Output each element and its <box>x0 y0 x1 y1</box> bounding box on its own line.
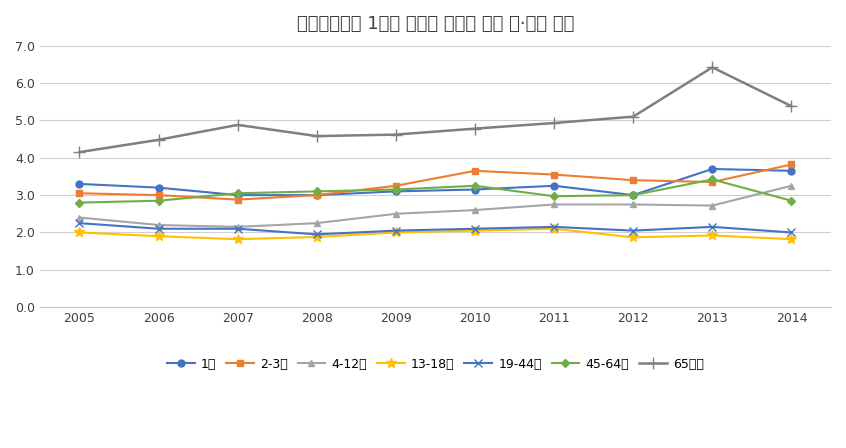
Line: 1세: 1세 <box>76 165 795 198</box>
19-44세 <box>549 224 559 229</box>
45-64세 <box>153 198 163 203</box>
19-44세 <box>628 228 638 233</box>
1세 <box>233 193 243 198</box>
2-3세 <box>233 197 243 202</box>
19-44세 <box>233 226 243 232</box>
13-18세 <box>628 235 638 240</box>
1세 <box>707 166 717 172</box>
13-18세 <box>74 230 85 235</box>
1세 <box>311 193 321 198</box>
45-64세 <box>74 200 85 205</box>
45-64세 <box>787 198 797 203</box>
2-3세 <box>153 193 163 198</box>
4-12세 <box>549 202 559 207</box>
13-18세 <box>153 233 163 239</box>
4-12세 <box>153 222 163 228</box>
4-12세 <box>470 207 480 213</box>
13-18세 <box>787 237 797 242</box>
19-44세 <box>787 230 797 235</box>
Line: 65이상: 65이상 <box>74 62 797 158</box>
1세 <box>153 185 163 190</box>
45-64세 <box>233 190 243 196</box>
Line: 45-64세: 45-64세 <box>77 177 794 205</box>
65이상 <box>707 65 717 70</box>
65이상 <box>74 150 85 155</box>
45-64세 <box>707 177 717 182</box>
Line: 19-44세: 19-44세 <box>75 219 795 238</box>
13-18세 <box>707 233 717 238</box>
65이상 <box>787 103 797 109</box>
65이상 <box>549 121 559 126</box>
Title: 폐렴구균폐렴 1인당 연도별 연령별 평균 입·내원 일수: 폐렴구균폐렴 1인당 연도별 연령별 평균 입·내원 일수 <box>297 15 574 33</box>
45-64세 <box>470 183 480 189</box>
2-3세 <box>787 162 797 167</box>
2-3세 <box>549 172 559 177</box>
1세 <box>628 193 638 198</box>
1세 <box>549 183 559 189</box>
19-44세 <box>391 228 401 233</box>
65이상 <box>391 132 401 137</box>
2-3세 <box>391 183 401 189</box>
65이상 <box>470 126 480 131</box>
13-18세 <box>470 228 480 233</box>
45-64세 <box>628 193 638 198</box>
4-12세 <box>628 202 638 207</box>
13-18세 <box>233 237 243 242</box>
45-64세 <box>391 187 401 192</box>
45-64세 <box>311 189 321 194</box>
65이상 <box>311 134 321 139</box>
4-12세 <box>74 215 85 220</box>
19-44세 <box>470 226 480 232</box>
Line: 2-3세: 2-3세 <box>76 161 795 203</box>
Line: 13-18세: 13-18세 <box>74 224 796 244</box>
4-12세 <box>391 211 401 216</box>
1세 <box>470 187 480 192</box>
1세 <box>74 181 85 187</box>
1세 <box>391 189 401 194</box>
2-3세 <box>707 179 717 185</box>
2-3세 <box>74 190 85 196</box>
65이상 <box>233 122 243 128</box>
13-18세 <box>311 234 321 240</box>
4-12세 <box>311 220 321 226</box>
2-3세 <box>311 193 321 198</box>
Line: 4-12세: 4-12세 <box>76 182 795 230</box>
19-44세 <box>153 226 163 232</box>
2-3세 <box>470 168 480 173</box>
Legend: 1세, 2-3세, 4-12세, 13-18세, 19-44세, 45-64세, 65이상: 1세, 2-3세, 4-12세, 13-18세, 19-44세, 45-64세,… <box>162 353 709 376</box>
65이상 <box>153 137 163 142</box>
19-44세 <box>311 232 321 237</box>
4-12세 <box>233 224 243 229</box>
45-64세 <box>549 194 559 199</box>
4-12세 <box>787 183 797 189</box>
13-18세 <box>391 230 401 235</box>
19-44세 <box>707 224 717 229</box>
65이상 <box>628 114 638 119</box>
2-3세 <box>628 177 638 183</box>
13-18세 <box>549 226 559 232</box>
1세 <box>787 168 797 173</box>
19-44세 <box>74 220 85 226</box>
4-12세 <box>707 203 717 208</box>
